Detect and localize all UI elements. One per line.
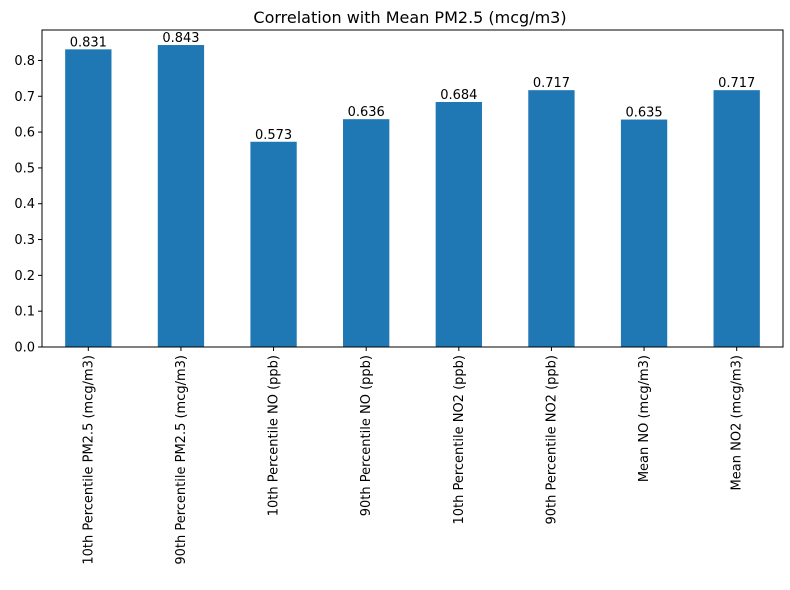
- y-tick-label: 0.1: [14, 305, 35, 320]
- bar-value-label: 0.717: [718, 76, 755, 91]
- bar: [435, 102, 482, 347]
- x-tick-label: 10th Percentile NO2 (ppb): [452, 355, 467, 525]
- plot-frame: [41, 29, 784, 348]
- x-tick-label: 90th Percentile PM2.5 (mcg/m3): [174, 355, 189, 565]
- x-tick-label: 10th Percentile PM2.5 (mcg/m3): [81, 355, 96, 565]
- y-tick-label: 0.7: [14, 90, 35, 105]
- bar-value-label: 0.684: [440, 88, 477, 103]
- bar-value-label: 0.843: [162, 31, 199, 46]
- chart-title: Correlation with Mean PM2.5 (mcg/m3): [253, 8, 566, 27]
- bar: [343, 119, 390, 347]
- bar-value-label: 0.717: [533, 76, 570, 91]
- bar: [157, 45, 205, 347]
- x-axis: 10th Percentile PM2.5 (mcg/m3) 90th Perce…: [81, 347, 745, 565]
- x-tick-label: Mean NO2 (mcg/m3): [730, 355, 745, 490]
- y-tick-label: 0.6: [14, 126, 35, 141]
- bar: [713, 90, 760, 348]
- y-tick-label: 0.5: [14, 161, 35, 176]
- x-tick-label: Mean NO (mcg/m3): [637, 355, 652, 482]
- bar-value-label: 0.636: [348, 105, 385, 120]
- bar: [620, 119, 668, 347]
- y-tick-label: 0.2: [14, 269, 35, 284]
- bar-value-label: 0.635: [625, 106, 662, 121]
- bar: [250, 141, 297, 347]
- bar-value-label: 0.831: [70, 35, 107, 50]
- x-tick-label: 10th Percentile NO (ppb): [267, 355, 282, 516]
- y-tick-label: 0.8: [14, 54, 35, 69]
- y-tick-label: 0.4: [14, 197, 35, 212]
- y-axis: 0.0 0.1 0.2 0.3 0.4 0.5 0.6 0.7 0.8: [14, 54, 42, 356]
- x-tick-label: 90th Percentile NO (ppb): [359, 355, 374, 516]
- x-tick-label: 90th Percentile NO2 (ppb): [544, 355, 559, 525]
- bars-layer: 0.831 0.843 0.573 0.636 0.684 0.717 0.635 0.717: [65, 31, 760, 348]
- bar: [65, 49, 112, 348]
- bar-value-label: 0.573: [255, 128, 292, 143]
- y-tick-label: 0.3: [14, 233, 35, 248]
- y-tick-label: 0.0: [14, 341, 35, 356]
- bar: [528, 90, 575, 348]
